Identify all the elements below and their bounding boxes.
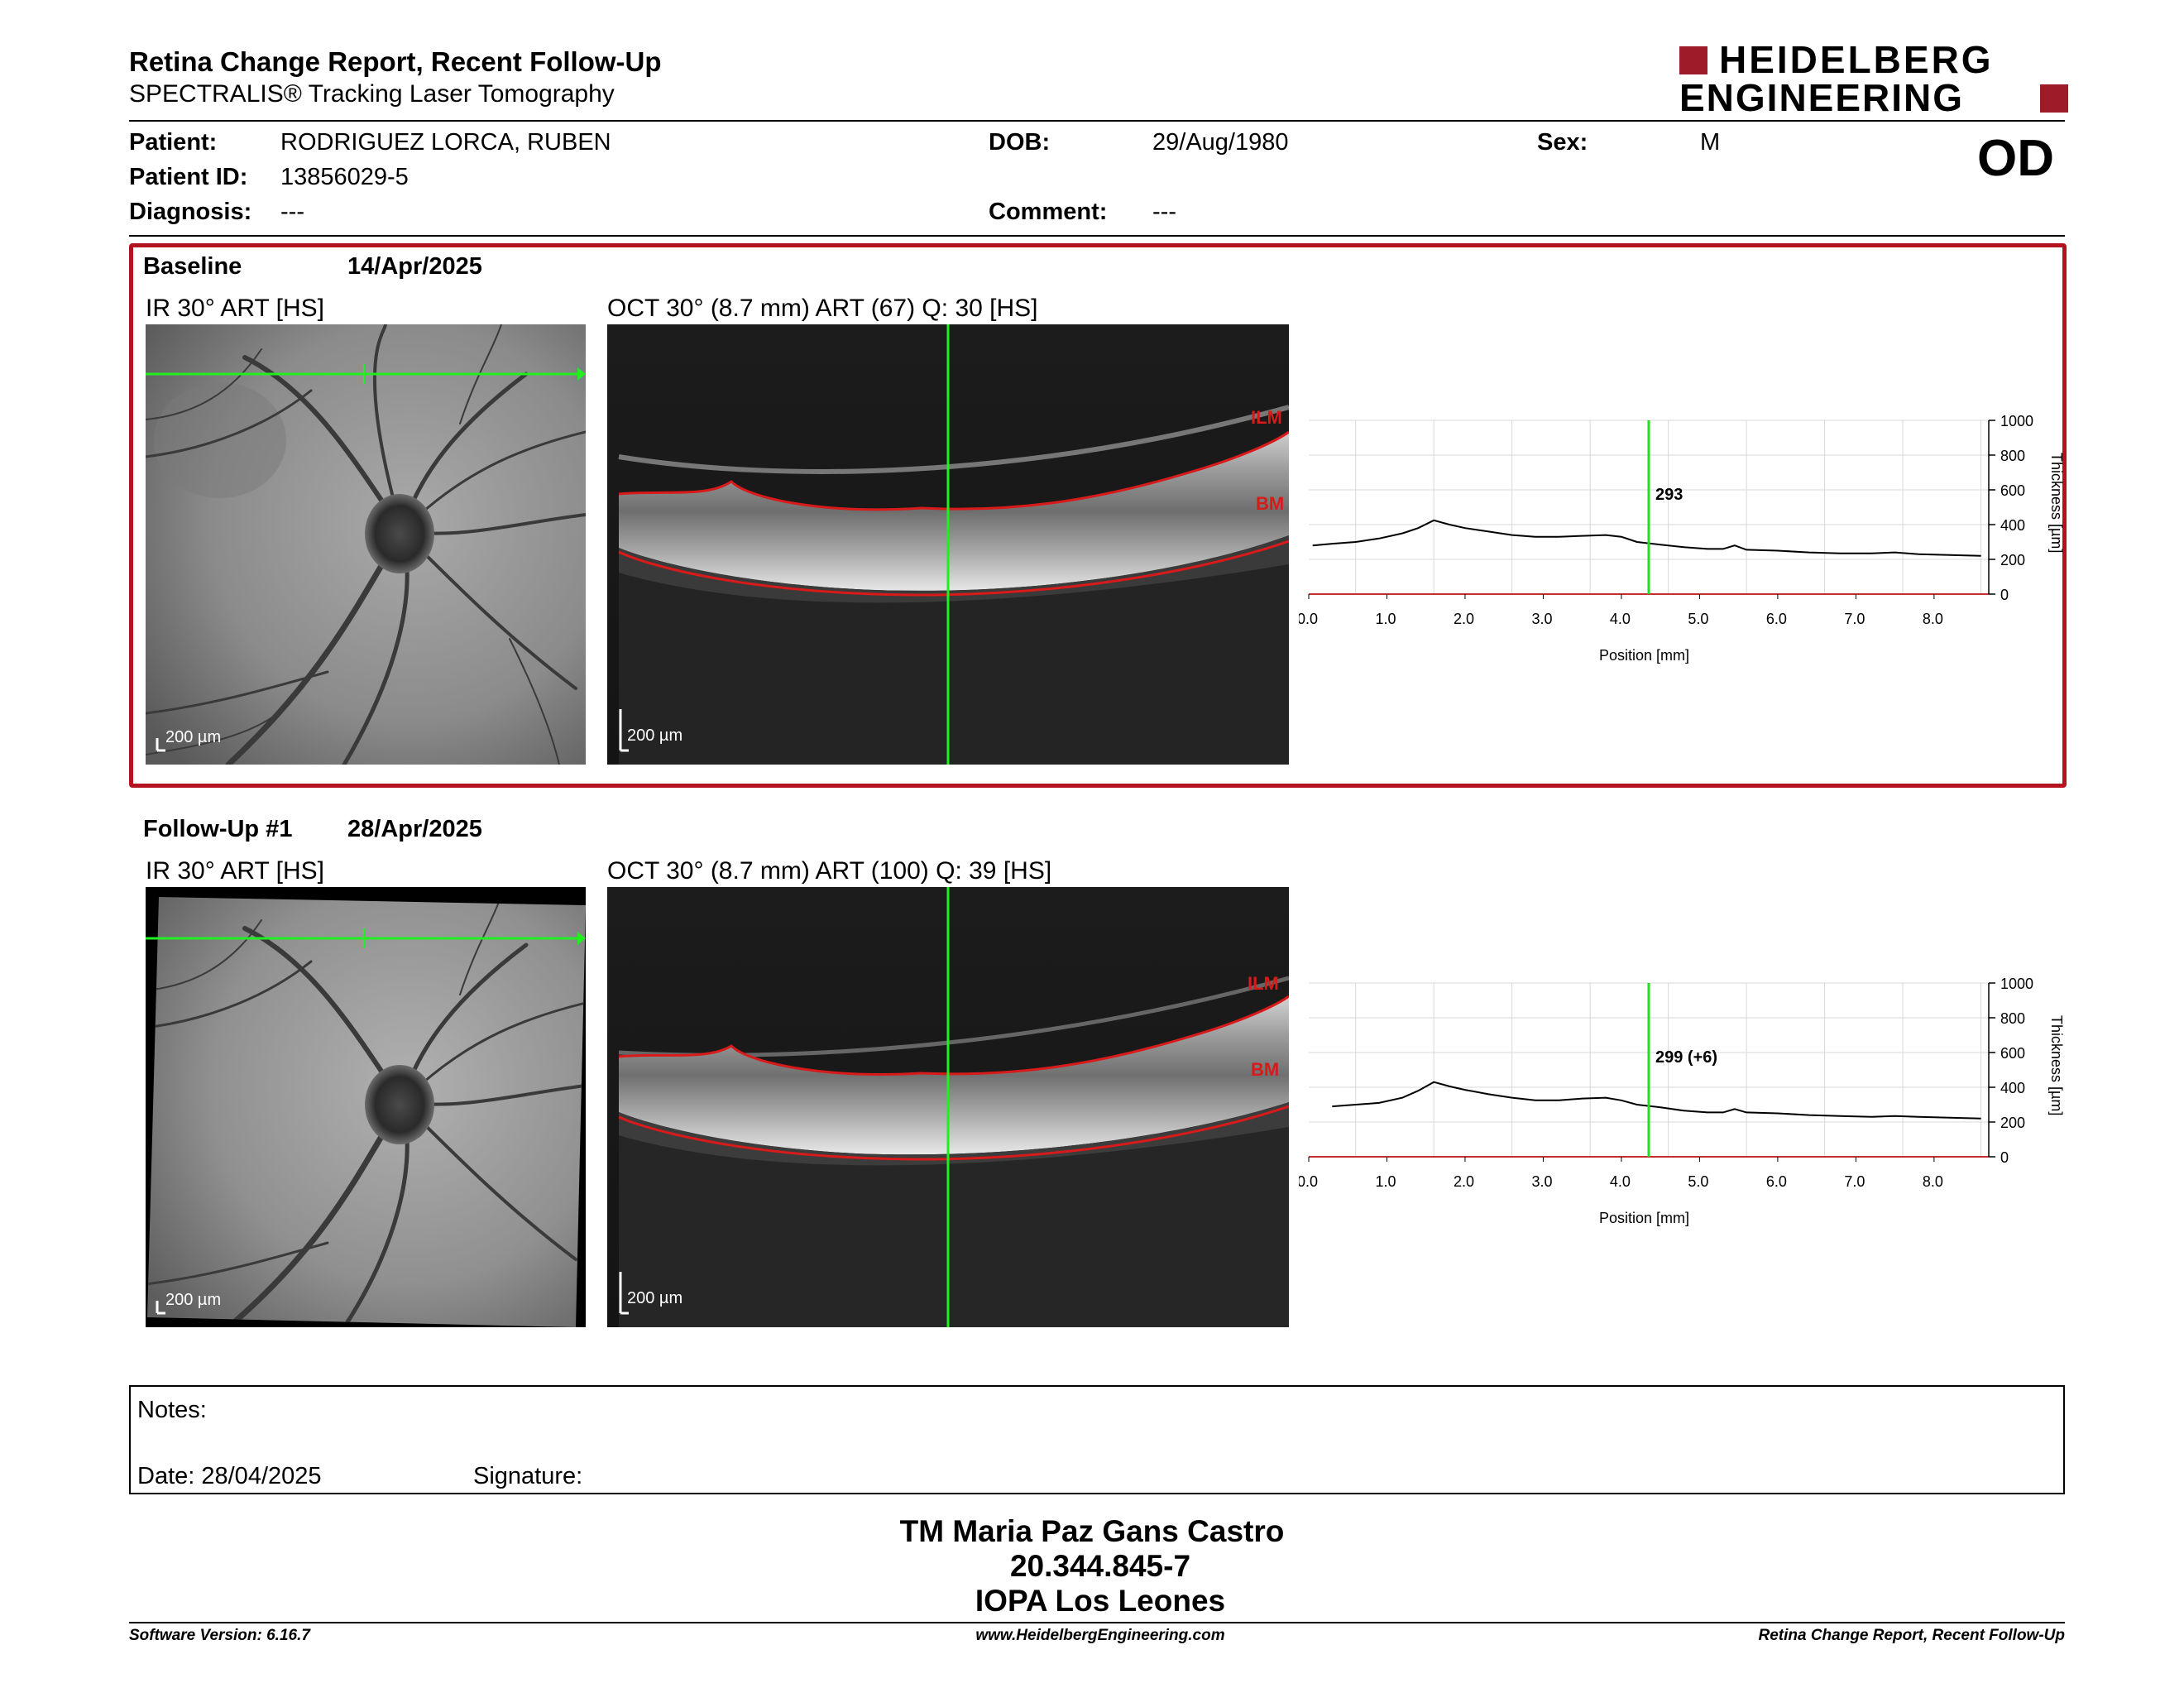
sex-label: Sex:	[1537, 129, 1588, 156]
x-tick-label: 3.0	[1531, 611, 1552, 627]
patient-id: 13856029-5	[280, 164, 409, 190]
baseline-highlight-box	[129, 243, 2067, 788]
logo-line1: HEIDELBERG	[1719, 38, 1994, 81]
signer-institution: IOPA Los Leones	[975, 1584, 1226, 1618]
sex-value: M	[1700, 129, 1721, 156]
baseline-thickness-chart[interactable]: 1000 800 600 400 200 0 0.0 1.0 2.0 3.0 4.0 5.0 6.0 7.…	[1299, 405, 2085, 679]
patient-divider	[129, 235, 2065, 237]
thickness-series-line	[1312, 519, 1981, 557]
x-tick-label: 1.0	[1375, 611, 1396, 627]
x-tick-label: 1.0	[1375, 1173, 1396, 1190]
baseline-ir-scale-text: 200 µm	[165, 728, 222, 746]
y-tick-label: 200	[2000, 552, 2025, 568]
followup-thickness-chart[interactable]: 1000 800 600 400 200 0 0.0 1.0 2.0 3.0 4.0 5.0 6.0 7.…	[1299, 968, 2085, 1241]
logo-square-bottom	[2040, 84, 2068, 113]
y-tick-label: 200	[2000, 1115, 2025, 1131]
eye-indicator: OD	[1977, 130, 2054, 187]
thickness-value-label: 293	[1655, 486, 1683, 504]
footer-software-version: Software Version: 6.16.7	[129, 1627, 310, 1644]
baseline-bm-label: BM	[1256, 493, 1285, 514]
x-tick-label: 0.0	[1299, 611, 1318, 627]
signer-id: 20.344.845-7	[1009, 1549, 1191, 1583]
comment-label: Comment:	[989, 199, 1108, 225]
heidelberg-logo: HEIDELBERG ENGINEERING	[1679, 40, 2068, 119]
baseline-oct-title: OCT 30° (8.7 mm) ART (67) Q: 30 [HS]	[607, 295, 1038, 322]
y-tick-label: 400	[2000, 517, 2025, 534]
patient-name: RODRIGUEZ LORCA, RUBEN	[280, 129, 611, 156]
followup-ir-fundus-image[interactable]: 200 µm	[146, 887, 586, 1327]
x-axis-label: Position [mm]	[1599, 1210, 1689, 1226]
y-tick-label: 0	[2000, 587, 2009, 603]
x-tick-label: 5.0	[1688, 611, 1708, 627]
x-tick-label: 6.0	[1766, 1173, 1787, 1190]
dob-label: DOB:	[989, 129, 1051, 156]
thickness-value-label: 299 (+6)	[1655, 1048, 1717, 1067]
y-tick-label: 800	[2000, 448, 2025, 464]
baseline-date: 14/Apr/2025	[347, 253, 482, 280]
followup-ilm-label: ILM	[1248, 973, 1279, 994]
baseline-ir-title: IR 30° ART [HS]	[146, 295, 324, 322]
baseline-ir-fundus-image[interactable]: 200 µm	[146, 324, 586, 765]
x-tick-label: 2.0	[1454, 611, 1474, 627]
notes-box[interactable]: Notes: Date: 28/04/2025 Signature:	[129, 1385, 2065, 1494]
footer-website-link[interactable]: www.HeidelbergEngineering.com	[975, 1627, 1225, 1644]
x-tick-label: 4.0	[1610, 1173, 1631, 1190]
followup-ir-title: IR 30° ART [HS]	[146, 857, 324, 885]
baseline-oct-bscan-image[interactable]: ILM BM 200 µm	[607, 324, 1289, 765]
header-divider	[129, 120, 2065, 122]
baseline-label: Baseline	[143, 253, 242, 280]
report-title: Retina Change Report, Recent Follow-Up	[129, 46, 662, 77]
x-tick-label: 7.0	[1844, 1173, 1865, 1190]
followup-ir-scale-text: 200 µm	[165, 1291, 222, 1309]
x-tick-label: 6.0	[1766, 611, 1787, 627]
baseline-ilm-label: ILM	[1251, 407, 1282, 428]
x-tick-label: 5.0	[1688, 1173, 1708, 1190]
x-tick-label: 0.0	[1299, 1173, 1318, 1190]
notes-label: Notes:	[137, 1397, 207, 1423]
signer-name: TM Maria Paz Gans Castro	[899, 1514, 1285, 1548]
x-tick-label: 8.0	[1923, 611, 1943, 627]
x-tick-label: 7.0	[1844, 611, 1865, 627]
footer-divider	[129, 1622, 2065, 1623]
notes-date: Date: 28/04/2025	[137, 1463, 322, 1489]
y-axis-label: Thickness [µm]	[2048, 1015, 2065, 1115]
y-tick-label: 0	[2000, 1149, 2009, 1166]
patient-label: Patient:	[129, 129, 218, 156]
diagnosis-label: Diagnosis:	[129, 199, 252, 225]
comment-value: ---	[1152, 199, 1176, 225]
signature-label: Signature:	[473, 1463, 583, 1489]
baseline-oct-scale-text: 200 µm	[627, 727, 683, 745]
followup-oct-bscan-image[interactable]: ILM BM 200 µm	[607, 887, 1289, 1327]
report-subtitle: SPECTRALIS® Tracking Laser Tomography	[129, 80, 615, 108]
thickness-series-line	[1332, 1081, 1981, 1120]
y-tick-label: 1000	[2000, 976, 2033, 992]
x-tick-label: 8.0	[1923, 1173, 1943, 1190]
y-tick-label: 1000	[2000, 413, 2033, 429]
logo-line2: ENGINEERING	[1679, 76, 1965, 119]
footer-report-name: Retina Change Report, Recent Follow-Up	[1758, 1627, 2065, 1644]
dob-value: 29/Aug/1980	[1152, 129, 1289, 156]
followup-oct-title: OCT 30° (8.7 mm) ART (100) Q: 39 [HS]	[607, 857, 1052, 885]
x-tick-label: 3.0	[1531, 1173, 1552, 1190]
x-tick-label: 2.0	[1454, 1173, 1474, 1190]
y-axis-label: Thickness [µm]	[2048, 453, 2065, 553]
y-tick-label: 800	[2000, 1010, 2025, 1027]
y-tick-label: 600	[2000, 1045, 2025, 1062]
x-tick-label: 4.0	[1610, 611, 1631, 627]
patient-id-label: Patient ID:	[129, 164, 248, 190]
followup-label: Follow-Up #1	[143, 816, 293, 842]
followup-date: 28/Apr/2025	[347, 816, 482, 842]
followup-bm-label: BM	[1251, 1059, 1280, 1080]
y-tick-label: 600	[2000, 482, 2025, 499]
x-axis-label: Position [mm]	[1599, 647, 1689, 664]
followup-oct-scale-text: 200 µm	[627, 1289, 683, 1307]
diagnosis-value: ---	[280, 199, 304, 225]
y-tick-label: 400	[2000, 1080, 2025, 1096]
logo-square-top	[1679, 46, 1707, 74]
